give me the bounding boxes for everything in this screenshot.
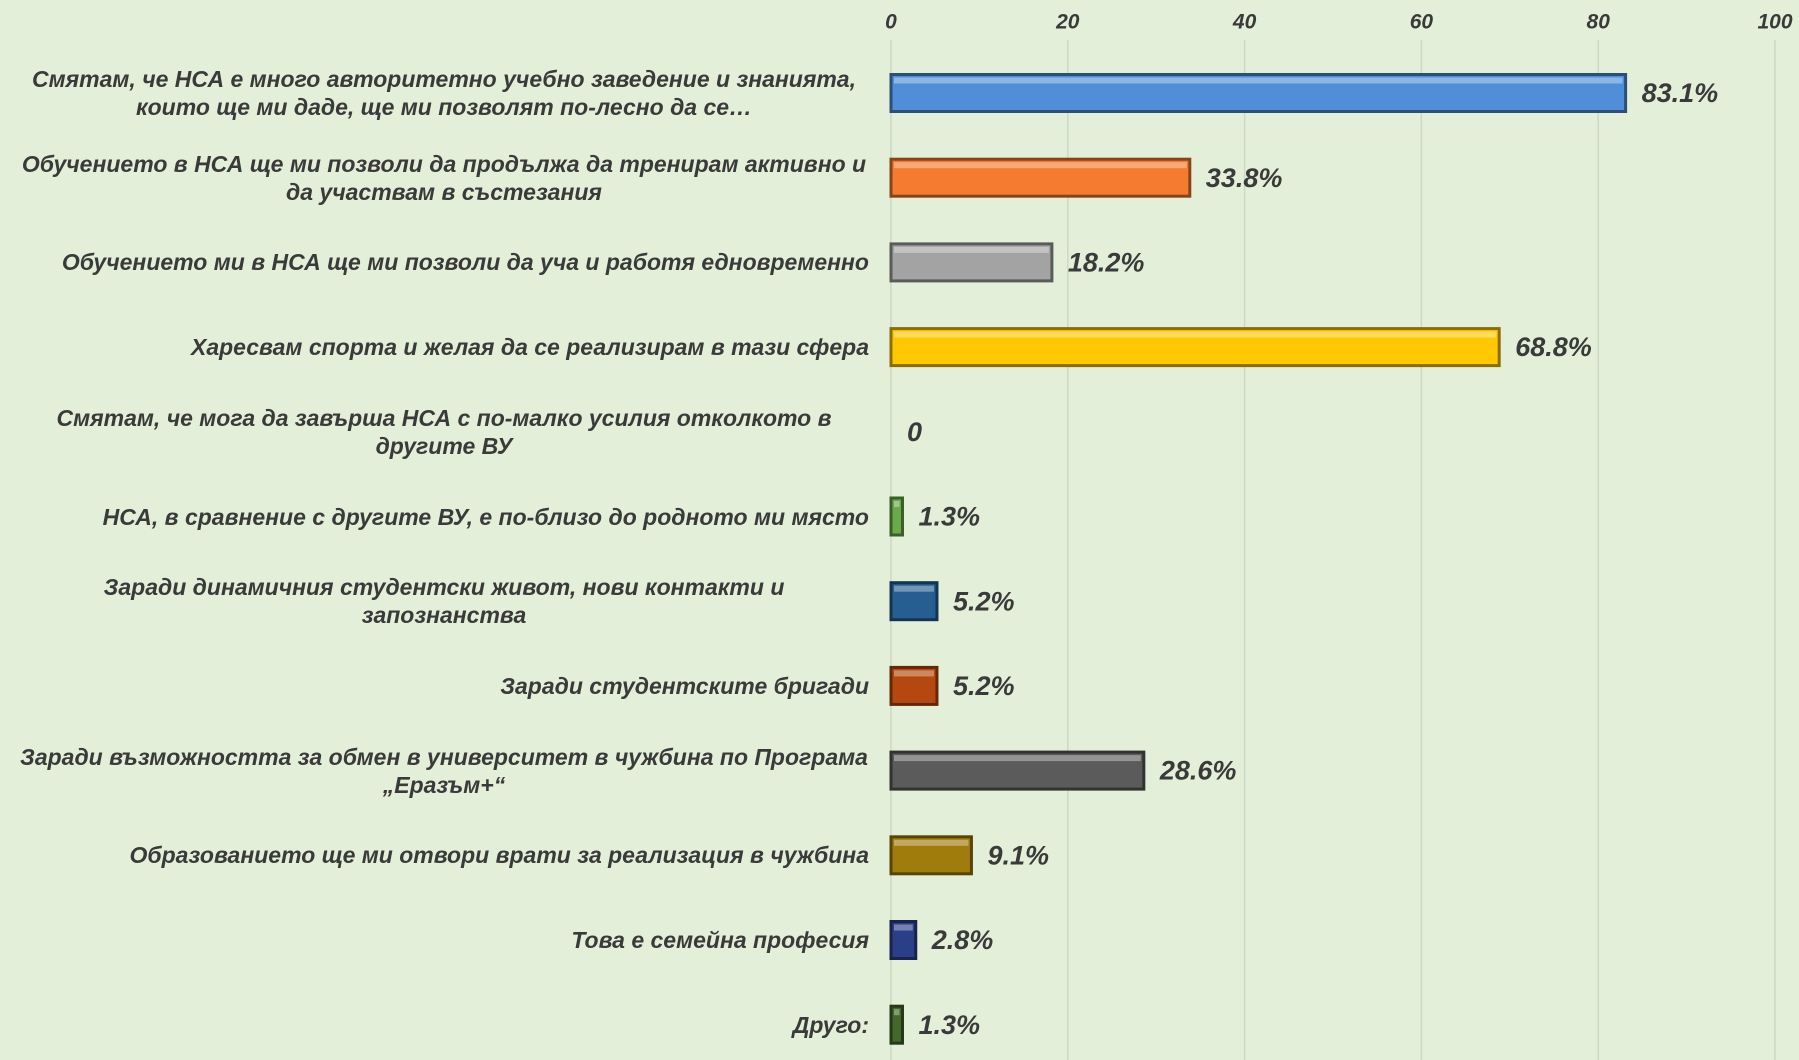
data-label: 2.8%: [931, 925, 994, 955]
bar-highlight: [894, 585, 934, 592]
x-tick-label: 20: [1055, 11, 1080, 34]
category-text: Това е семейна професия: [571, 927, 869, 953]
category-text: Смятам, че мога да завърша НСА с по-малк…: [56, 404, 832, 459]
x-tick-label: 80: [1587, 11, 1611, 34]
category-text: Заради динамичния студентски живот, нови…: [103, 574, 785, 629]
category-text: Друго:: [792, 1011, 869, 1038]
data-label: 1.3%: [918, 502, 980, 532]
bar: [889, 750, 1146, 791]
bar-highlight: [894, 246, 1049, 253]
category-text: Обучението в НСА ще ми позволи да продъл…: [21, 150, 867, 205]
data-label: 5.2%: [953, 671, 1015, 701]
bar-highlight: [894, 924, 913, 931]
data-label: 68.8%: [1515, 332, 1592, 362]
bar-highlight: [894, 162, 1187, 169]
data-label: 18.2%: [1068, 248, 1145, 278]
category-label: НСА, в сравнение с другите ВУ, е по-близ…: [0, 503, 869, 531]
category-text: Харесвам спорта и желая да се реализирам…: [190, 334, 869, 361]
category-label: Заради динамичния студентски живот, нови…: [0, 573, 869, 629]
data-label: 33.8%: [1206, 163, 1283, 193]
bar-highlight: [894, 501, 900, 507]
category-label: Смятам, че НСА е много авторитетно учебн…: [0, 65, 869, 121]
bar-highlight: [894, 77, 1623, 84]
category-label: Образованието ще ми отвори врати за реал…: [0, 841, 870, 869]
bar: [889, 73, 1628, 113]
category-text: Образованието ще ми отвори врати за реал…: [129, 842, 870, 869]
bar-highlight: [894, 755, 1141, 762]
bar: [889, 157, 1192, 198]
x-tick-label: 0: [885, 11, 897, 34]
data-label: 0: [907, 417, 922, 447]
bar: [889, 1004, 904, 1045]
bar-highlight: [894, 1009, 900, 1016]
bar: [889, 496, 904, 537]
category-label: Смятам, че мога да завърша НСА с по-малк…: [0, 404, 869, 460]
bar: [889, 242, 1054, 283]
bar-highlight: [894, 670, 934, 677]
data-label: 1.3%: [918, 1010, 980, 1040]
bar: [889, 581, 939, 622]
category-label: Харесвам спорта и желая да се реализирам…: [0, 333, 869, 361]
category-text: НСА, в сравнение с другите ВУ, е по-близ…: [102, 503, 869, 530]
category-label: Обучението ми в НСА ще ми позволи да уча…: [0, 248, 869, 276]
data-label: 83.1%: [1642, 78, 1719, 108]
data-label: 9.1%: [987, 840, 1049, 870]
category-text: Заради възможността за обмен в университ…: [20, 743, 868, 798]
x-tick-label: 60: [1410, 11, 1434, 34]
bar: [889, 920, 918, 960]
category-label: Заради възможността за обмен в университ…: [0, 743, 869, 799]
category-label: Друго:: [0, 1011, 869, 1039]
bar-highlight: [894, 331, 1497, 338]
bar: [889, 835, 973, 876]
category-text: Заради студентските бригади: [500, 672, 869, 699]
x-tick-label: 40: [1232, 11, 1257, 34]
bar: [889, 665, 939, 706]
category-label: Това е семейна професия: [0, 926, 869, 954]
category-label: Заради студентските бригади: [0, 672, 869, 700]
category-text: Смятам, че НСА е много авторитетно учебн…: [32, 66, 856, 120]
bar-highlight: [894, 839, 969, 846]
data-label: 28.6%: [1159, 756, 1237, 786]
bar: [889, 327, 1501, 368]
category-label: Обучението в НСА ще ми позволи да продъл…: [0, 150, 869, 206]
x-tick-label: 100: [1757, 11, 1792, 34]
category-text: Обучението ми в НСА ще ми позволи да уча…: [61, 249, 869, 276]
data-label: 5.2%: [953, 586, 1015, 616]
